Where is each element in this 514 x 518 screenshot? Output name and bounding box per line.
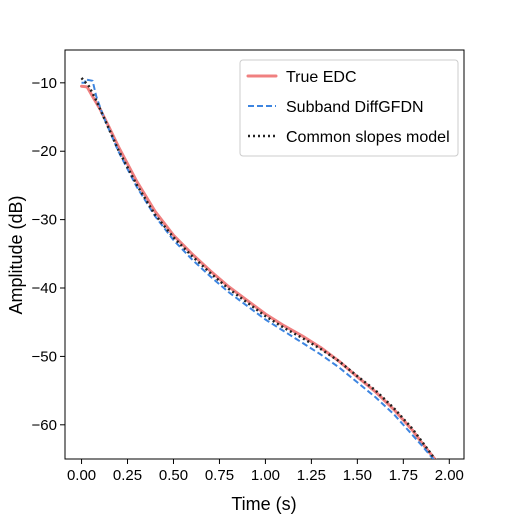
legend-label: Subband DiffGFDN [286, 99, 424, 116]
series-line-common-slopes-model [80, 77, 437, 459]
x-tick-label: 1.00 [251, 467, 280, 484]
legend-label: Common slopes model [286, 129, 450, 146]
x-tick-label: 0.75 [205, 467, 234, 484]
y-axis: −10 −20 −30 −40 −50 −60 [32, 75, 65, 434]
x-tick-label: 0.50 [159, 467, 188, 484]
x-tick-label: 1.25 [297, 467, 326, 484]
x-axis: 0.00 0.25 0.50 0.75 1.00 1.25 1.50 1.75 2.00 [67, 459, 464, 484]
y-tick-label: −40 [32, 280, 57, 297]
x-axis-title: Time (s) [231, 494, 296, 514]
y-tick-label: −30 [32, 212, 57, 229]
y-axis-title: Amplitude (dB) [6, 195, 26, 314]
x-tick-label: 0.00 [67, 467, 96, 484]
x-tick-label: 1.50 [343, 467, 372, 484]
y-tick-label: −10 [32, 75, 57, 92]
legend-box [239, 59, 459, 157]
y-tick-label: −20 [32, 143, 57, 160]
series-line-subband-diffgfdn [81, 78, 435, 459]
plot-frame [64, 49, 465, 460]
y-tick-label: −60 [32, 417, 57, 434]
x-tick-label: 0.25 [113, 467, 142, 484]
legend-label: True EDC [286, 69, 357, 86]
x-tick-label: 2.00 [435, 467, 464, 484]
x-tick-label: 1.75 [389, 467, 418, 484]
y-tick-label: −50 [32, 348, 57, 365]
series-layer [80, 77, 437, 459]
legend: True EDC Subband DiffGFDN Common slopes mo… [239, 59, 459, 157]
